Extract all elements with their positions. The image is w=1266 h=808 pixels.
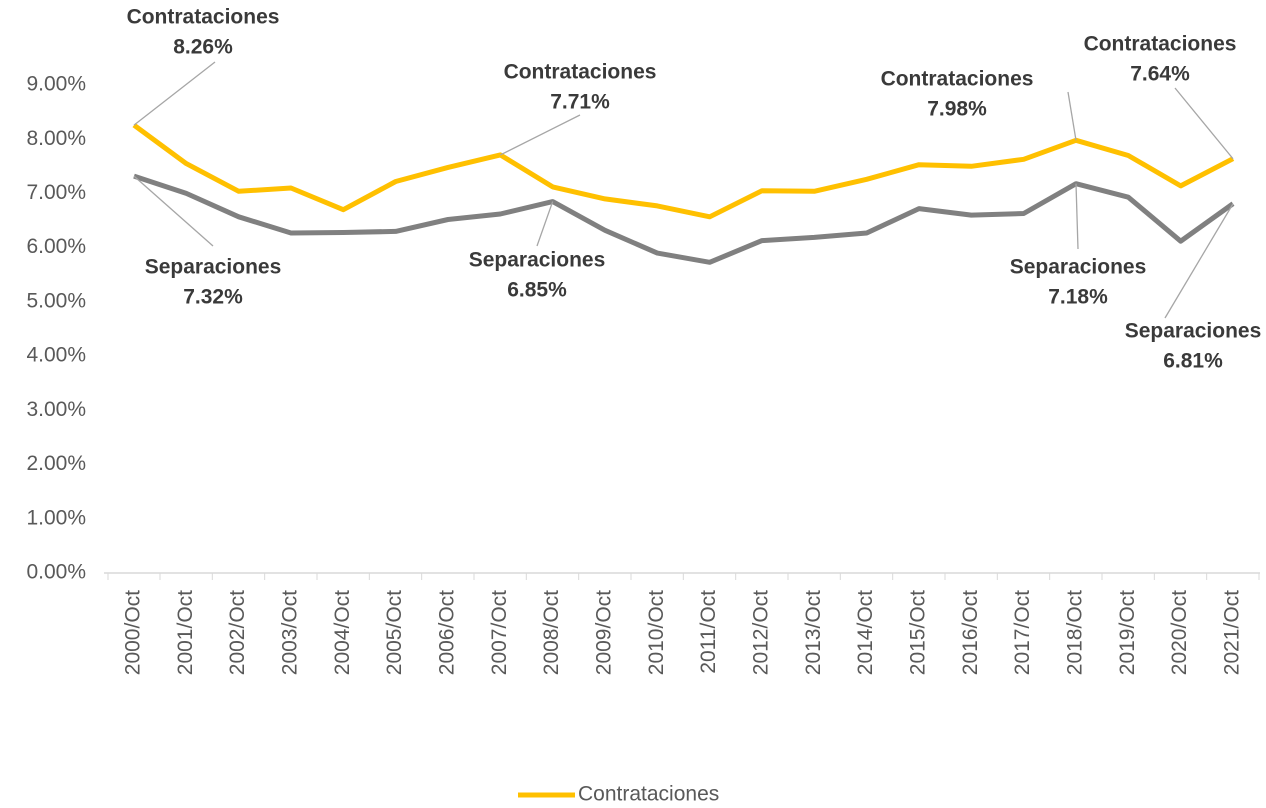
leader-line: [536, 201, 554, 247]
series-line: [133, 173, 1235, 265]
y-tick-label: 4.00%: [26, 344, 86, 367]
data-label: 7.32%: [183, 286, 243, 309]
leader-line: [1075, 183, 1079, 250]
data-label: 7.98%: [927, 98, 987, 121]
y-tick-label: 2.00%: [26, 452, 86, 475]
x-tick-label: 2001/Oct: [174, 590, 197, 675]
x-tick-label: 2004/Oct: [331, 590, 354, 675]
y-tick-label: 0.00%: [26, 561, 86, 584]
leader-line: [133, 61, 216, 126]
y-tick-label: 7.00%: [26, 181, 86, 204]
x-tick-label: 2010/Oct: [645, 590, 668, 675]
x-tick-label: 2002/Oct: [226, 590, 249, 675]
x-tick-label: 2016/Oct: [959, 590, 982, 675]
x-tick-label: 2000/Oct: [122, 590, 145, 675]
data-label: 7.18%: [1048, 286, 1108, 309]
data-label-name: Contrataciones: [127, 6, 280, 29]
y-tick-label: 9.00%: [26, 73, 86, 96]
y-tick-label: 3.00%: [26, 398, 86, 421]
legend-label: Contrataciones: [578, 783, 719, 806]
data-label-name: Separaciones: [1125, 320, 1262, 343]
leader-line: [1174, 87, 1234, 160]
x-tick-label: 2018/Oct: [1064, 590, 1087, 675]
x-tick-label: 2014/Oct: [854, 590, 877, 675]
y-tick-label: 5.00%: [26, 289, 86, 312]
data-label: 8.26%: [173, 36, 233, 59]
x-tick-label: 2005/Oct: [383, 590, 406, 675]
leader-line: [1067, 91, 1077, 141]
data-label-name: Contrataciones: [1084, 33, 1237, 56]
x-tick-label: 2007/Oct: [488, 590, 511, 675]
x-tick-label: 2013/Oct: [802, 590, 825, 675]
data-label: 7.64%: [1130, 63, 1190, 86]
x-tick-label: 2012/Oct: [750, 590, 773, 675]
x-tick-label: 2019/Oct: [1116, 590, 1139, 675]
data-label: 6.81%: [1163, 350, 1223, 373]
x-tick-label: 2006/Oct: [436, 590, 459, 675]
data-label-name: Separaciones: [1010, 256, 1147, 279]
leader-line: [133, 175, 214, 247]
data-label-name: Separaciones: [469, 249, 606, 272]
data-label-name: Contrataciones: [504, 61, 657, 84]
y-tick-label: 1.00%: [26, 506, 86, 529]
data-label-name: Contrataciones: [881, 68, 1034, 91]
x-tick-label: 2015/Oct: [907, 590, 930, 675]
data-label: 7.71%: [550, 91, 610, 114]
x-tick-label: 2017/Oct: [1011, 590, 1034, 675]
series-line: [132, 123, 1235, 220]
leader-line: [500, 114, 581, 156]
leader-line: [1164, 203, 1234, 319]
x-tick-label: 2008/Oct: [540, 590, 563, 675]
x-tick-label: 2011/Oct: [697, 590, 720, 674]
data-label-name: Separaciones: [145, 256, 282, 279]
data-label: 6.85%: [507, 279, 567, 302]
x-tick-label: 2021/Oct: [1221, 590, 1244, 675]
y-tick-label: 8.00%: [26, 127, 86, 150]
x-tick-label: 2009/Oct: [593, 590, 616, 675]
x-tick-label: 2003/Oct: [279, 590, 302, 675]
x-tick-label: 2020/Oct: [1168, 590, 1191, 675]
y-tick-label: 6.00%: [26, 235, 86, 258]
